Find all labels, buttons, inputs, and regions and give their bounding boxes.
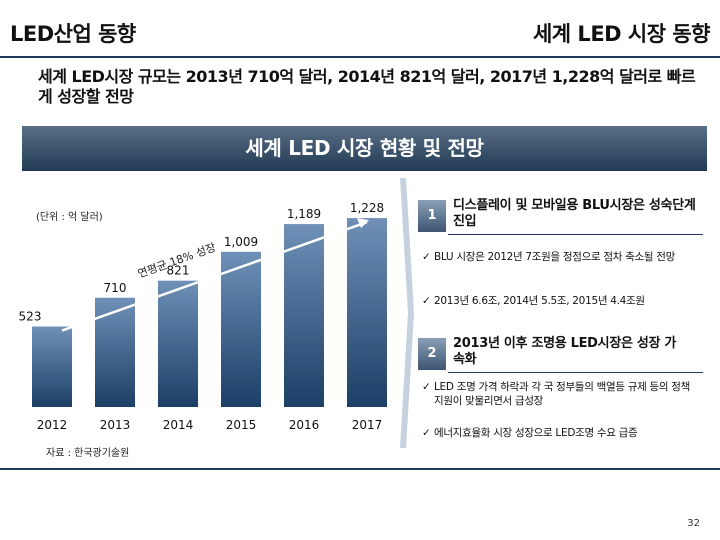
value-label-2013: 710	[104, 281, 127, 295]
insights-panel: 1 디스플레이 및 모바일용 BLU시장은 성숙단계 진입 ✓ BLU 시장은 2…	[418, 196, 718, 456]
insight-title-2: 2013년 이후 조명용 LED시장은 성장 가속화	[453, 336, 677, 367]
check-icon: ✓	[422, 381, 431, 393]
bar-chart: (단위 : 억 달러) 523 2012 710 2013 821 2014 1,009 201…	[0, 172, 410, 462]
trend-arrowhead-icon	[357, 218, 369, 229]
value-label-2012: 523	[19, 310, 42, 324]
trend-line	[61, 220, 368, 332]
bullet-item: ✓ 에너지효율화 시장 성장으로 LED조명 수요 급증	[422, 427, 638, 439]
insight-number-badge: 2	[418, 338, 446, 370]
x-tick-label-2012: 2012	[37, 418, 68, 432]
bar-2012	[32, 326, 72, 407]
check-icon: ✓	[422, 427, 431, 439]
x-tick-label-2015: 2015	[226, 418, 257, 432]
value-label-2017: 1,228	[350, 201, 384, 215]
footer-divider	[0, 468, 720, 470]
bar-2017	[347, 218, 387, 407]
header: LED산업 동향 세계 LED 시장 동향	[0, 0, 720, 58]
insight-title-1: 디스플레이 및 모바일용 BLU시장은 성숙단계 진입	[453, 198, 696, 229]
value-label-2015: 1,009	[224, 235, 258, 249]
transition-arrow-icon	[400, 178, 414, 448]
value-label-2014: 821	[167, 264, 190, 278]
x-tick-label-2017: 2017	[352, 418, 383, 432]
insight-header-1: 1 디스플레이 및 모바일용 BLU시장은 성숙단계 진입	[418, 196, 703, 236]
insight-header-2: 2 2013년 이후 조명용 LED시장은 성장 가속화	[418, 334, 703, 374]
bar-2016	[284, 224, 324, 407]
header-divider	[0, 56, 720, 58]
insight-divider	[448, 372, 703, 373]
x-tick-label-2016: 2016	[289, 418, 320, 432]
section-title: LED산업 동향	[10, 22, 136, 46]
bullet-item: ✓ 2013년 6.6조, 2014년 5.5조, 2015년 4.4조원	[422, 295, 645, 307]
bar-2015	[221, 251, 261, 407]
bar-2014	[158, 280, 198, 407]
check-icon: ✓	[422, 295, 431, 307]
bar-chart-svg: (단위 : 억 달러) 523 2012 710 2013 821 2014 1,009 201…	[19, 201, 387, 432]
source-note: 자료 : 한국광기술원	[46, 448, 130, 459]
page-title: 세계 LED 시장 동향	[532, 22, 711, 46]
banner-title: 세계 LED 시장 현황 및 전망	[22, 126, 707, 171]
x-tick-label-2014: 2014	[163, 418, 194, 432]
bullet-item: ✓ BLU 시장은 2012년 7조원을 정점으로 점차 축소될 전망	[422, 251, 675, 263]
summary-text: 세계 LED시장 규모는 2013년 710억 달러, 2014년 821억 달…	[38, 67, 696, 106]
chart-unit-label: (단위 : 억 달러)	[36, 210, 103, 223]
bullet-item: ✓ LED 조명 가격 하락과 각 국 정부들의 백열등 규제 등의 정책 지원이…	[422, 381, 690, 407]
value-label-2016: 1,189	[287, 207, 321, 221]
page-number: 32	[687, 518, 700, 529]
x-tick-label-2013: 2013	[100, 418, 131, 432]
bar-2013	[95, 297, 135, 407]
insight-number-badge: 1	[418, 200, 446, 232]
insight-divider	[448, 234, 703, 235]
check-icon: ✓	[422, 251, 431, 263]
